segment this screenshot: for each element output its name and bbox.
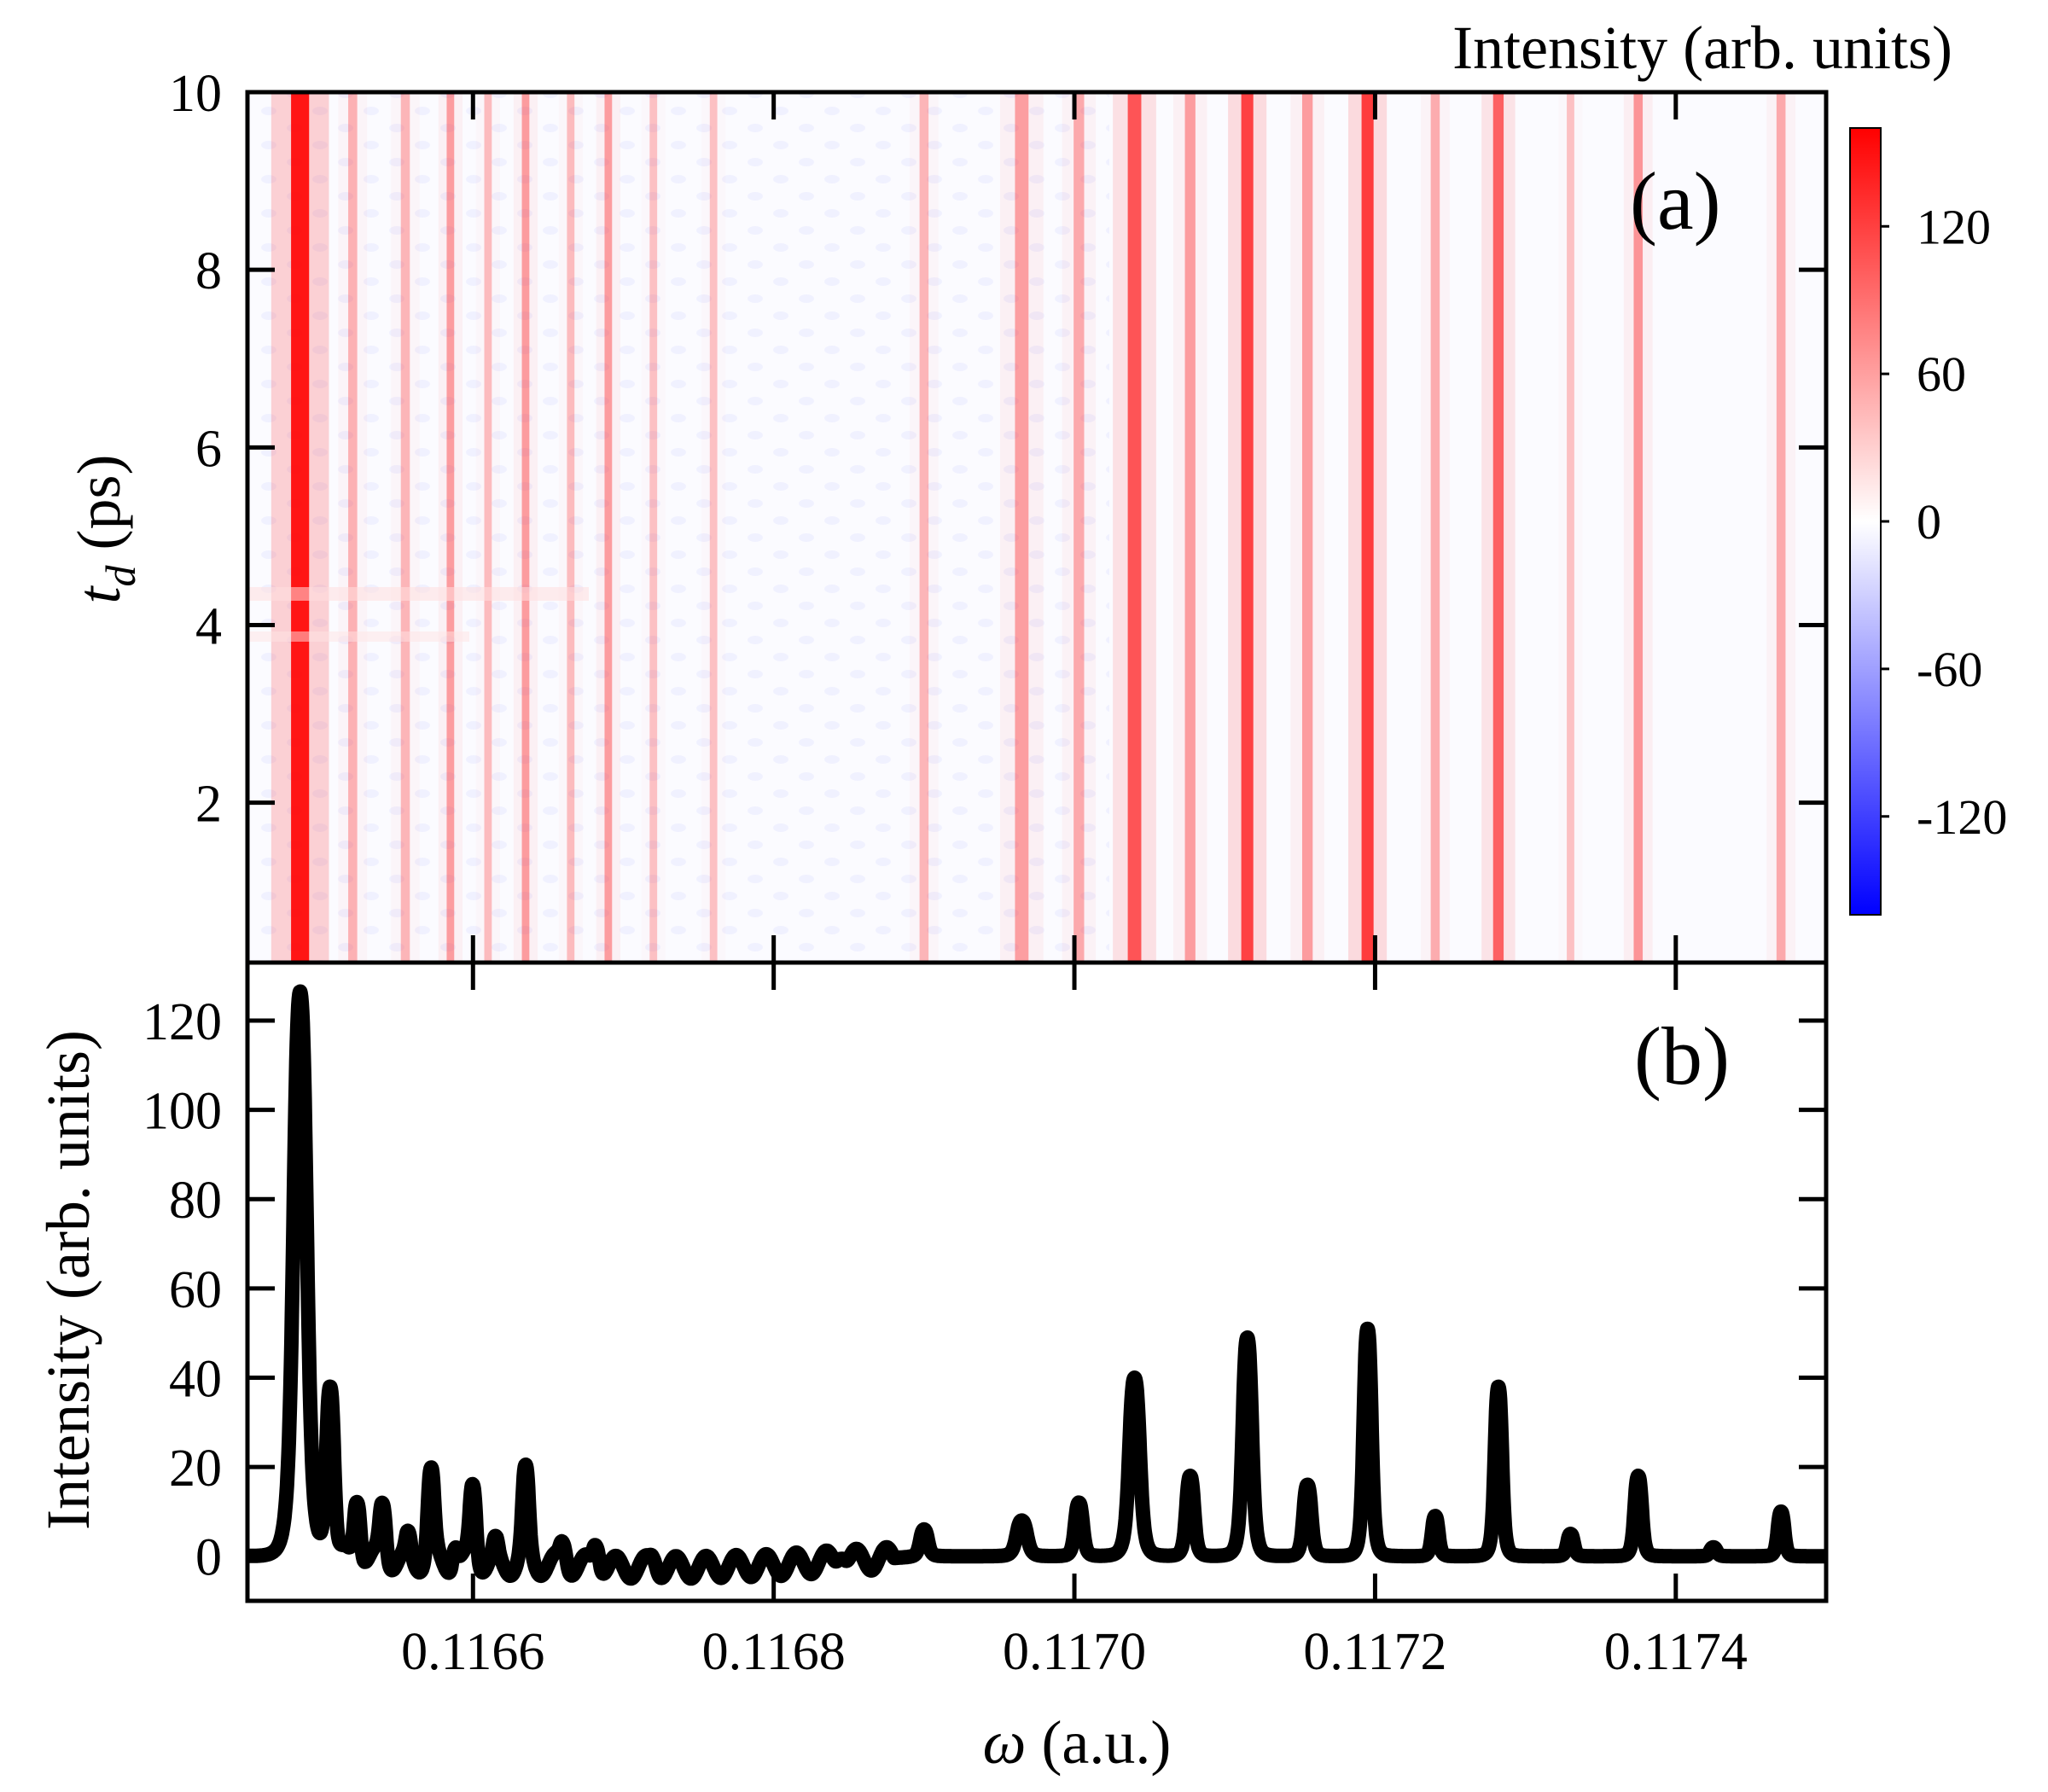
- a-ytick-label-4: 10: [169, 65, 222, 123]
- spectrum-line: [247, 984, 1826, 1586]
- heatmap-line-halo-5: [513, 92, 538, 963]
- x-title-symbol: ω: [983, 1708, 1027, 1777]
- heatmap-line-0: [291, 92, 310, 963]
- heatmap-horizontal-bands: [247, 587, 589, 642]
- heatmap-line-2: [400, 92, 410, 963]
- cb-tick-label-1: 60: [1917, 346, 1966, 402]
- panel-a-x-ticks: [470, 92, 1679, 963]
- colorbar: Intensity (arb. units) 120 60 0 -60 -120: [1452, 14, 2007, 916]
- heatmap-line-8: [649, 92, 658, 963]
- panel-b-x-axis-title: ω (a.u.): [983, 1708, 1172, 1777]
- y-title-subscript: d: [96, 564, 144, 586]
- heatmap-line-13: [1127, 92, 1142, 963]
- heatmap-line-halo-7: [596, 92, 620, 963]
- heatmap-line-20: [1567, 92, 1574, 963]
- cb-tick-label-0: 120: [1917, 199, 1991, 254]
- colorbar-gradient: [1849, 127, 1882, 916]
- b-xtick-label-0: 0.1166: [401, 1623, 544, 1681]
- cb-tick-label-4: -120: [1917, 789, 2007, 845]
- b-ytick-label-3: 60: [169, 1261, 222, 1319]
- heatmap-line-15: [1241, 92, 1254, 963]
- heatmap-line-16: [1301, 92, 1313, 963]
- b-ytick-label-6: 120: [143, 993, 222, 1051]
- heatmap-line-1: [348, 92, 358, 963]
- heatmap-line-22: [1776, 92, 1786, 963]
- heatmap-line-19: [1492, 92, 1504, 963]
- heatmap-line-21: [1633, 92, 1644, 963]
- panel-b-y-ticks: 0 20 40 60 80 100 120: [143, 993, 1826, 1587]
- heatmap-ripple-texture: [256, 92, 1109, 963]
- colorbar-ticks: 120 60 0 -60 -120: [1881, 199, 2007, 845]
- heatmap-line-9: [709, 92, 718, 963]
- panel-a: 2 4 6 8 10 (a) td (ps): [65, 65, 1829, 965]
- b-xtick-label-3: 0.1172: [1303, 1623, 1446, 1681]
- b-ytick-label-1: 20: [169, 1440, 222, 1498]
- heatmap-line-7: [604, 92, 613, 963]
- heatmap-band-4ps: [247, 587, 589, 601]
- heatmap-line-5: [521, 92, 530, 963]
- a-ytick-label-3: 8: [195, 242, 222, 300]
- heatmap-line-17: [1361, 92, 1374, 963]
- heatmap-line-11: [1015, 92, 1029, 963]
- heatmap-line-14: [1184, 92, 1196, 963]
- heatmap-lines: [271, 92, 1786, 963]
- panel-b-x-ticks: 0.1166 0.1168 0.1170 0.1172 0.1174: [401, 963, 1748, 1681]
- b-ytick-label-2: 40: [169, 1350, 222, 1408]
- b-xtick-label-2: 0.1170: [1003, 1623, 1146, 1681]
- y-title-symbol: t: [65, 585, 133, 604]
- b-ytick-label-0: 0: [195, 1529, 222, 1587]
- a-ytick-label-2: 6: [195, 420, 222, 478]
- panel-b-y-axis-title: Intensity (arb. units): [34, 1030, 102, 1530]
- b-ytick-label-5: 100: [143, 1083, 222, 1141]
- heatmap-line-halo-3: [438, 92, 463, 963]
- cb-tick-label-2: 0: [1917, 494, 1941, 550]
- heatmap-band-3p7ps: [247, 631, 469, 642]
- heatmap-line-halo-14: [1172, 92, 1207, 963]
- b-ytick-label-4: 80: [169, 1172, 222, 1230]
- panel-b-label: (b): [1634, 1010, 1730, 1102]
- heatmap-line-halo-16: [1290, 92, 1324, 963]
- panel-b-frame: [245, 960, 1829, 1603]
- heatmap-line-10: [919, 92, 929, 963]
- panel-a-y-axis-title: td (ps): [65, 455, 144, 604]
- panel-a-label: (a): [1630, 155, 1721, 247]
- heatmap-line-halo-21: [1623, 92, 1653, 963]
- colorbar-title: Intensity (arb. units): [1452, 14, 1952, 82]
- heatmap-line-18: [1430, 92, 1440, 963]
- a-ytick-label-0: 2: [195, 776, 222, 834]
- heatmap-line-halo-11: [1000, 92, 1044, 963]
- heatmap-line-6: [567, 92, 575, 963]
- heatmap-line-3: [446, 92, 455, 963]
- a-ytick-label-1: 4: [195, 597, 222, 655]
- b-xtick-label-1: 0.1168: [702, 1623, 846, 1681]
- heatmap-line-12: [1073, 92, 1085, 963]
- cb-tick-label-3: -60: [1917, 642, 1982, 697]
- y-title-unit: (ps): [65, 455, 133, 566]
- panel-b: 0 20 40 60 80 100 120 0.1166 0.1168 0.1170 0.1172…: [34, 960, 1829, 1777]
- panel-a-y-ticks: 2 4 6 8 10: [169, 65, 1826, 834]
- b-xtick-label-4: 0.1174: [1604, 1623, 1748, 1681]
- x-title-unit: (a.u.): [1026, 1708, 1171, 1777]
- heatmap-line-4: [484, 92, 492, 963]
